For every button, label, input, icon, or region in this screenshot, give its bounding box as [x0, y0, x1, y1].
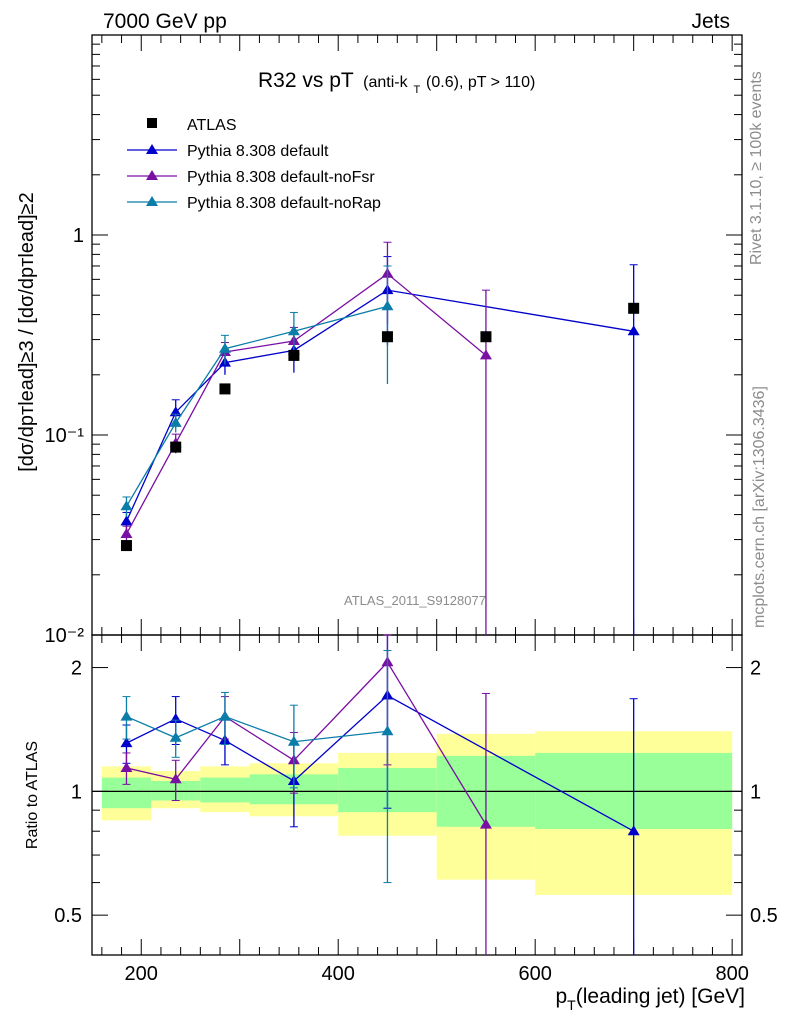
legend-marker-norap: [146, 196, 158, 206]
legend-marker-default: [146, 144, 158, 154]
xtick-label: 800: [715, 963, 748, 985]
legend-label-norap: Pythia 8.308 default-noRap: [187, 195, 381, 212]
atlas-point: [170, 441, 182, 453]
main-marker: [218, 342, 231, 353]
atlas-point: [381, 331, 393, 343]
header-left: 7000 GeV pp: [103, 10, 227, 33]
main-ylabel: [dσ/dpᴛlead]≥3 / [dσ/dpᴛlead]≥2: [16, 192, 38, 472]
legend: ATLAS Pythia 8.308 default Pythia 8.308 …: [127, 117, 381, 212]
main-marker: [120, 500, 133, 511]
ratio-ytick-label-left: 0.5: [54, 905, 82, 927]
site-label: mcplots.cern.ch [arXiv:1306.3436]: [751, 386, 768, 628]
ratio-ytick-label-right: 1: [750, 781, 761, 803]
atlas-point: [480, 331, 492, 343]
main-marker: [287, 325, 300, 336]
plot-title-sub-sub: T: [413, 84, 420, 96]
main-marker: [381, 300, 394, 311]
main-line-2: [125, 305, 388, 507]
xtick-label: 600: [518, 963, 551, 985]
analysis-label: ATLAS_2011_S9128077: [344, 593, 486, 608]
plot-title-main: R32 vs pT: [258, 69, 354, 92]
ratio-line-1: [126, 661, 487, 825]
main-ytick-label: 10⁻¹: [45, 425, 85, 447]
main-line-0: [125, 289, 634, 522]
legend-label-nofsr: Pythia 8.308 default-noFsr: [187, 169, 375, 186]
atlas-point: [120, 540, 132, 552]
main-ytick-label: 10⁻²: [45, 625, 85, 647]
ratio-marker: [120, 761, 133, 772]
main-marker: [120, 527, 133, 538]
ratio-marker: [169, 731, 182, 742]
legend-label-default: Pythia 8.308 default: [187, 143, 329, 160]
xtick-label: 400: [322, 963, 355, 985]
x-axis-label-p: p: [555, 985, 567, 1008]
ratio-ytick-label-left: 2: [71, 658, 82, 680]
header-right: Jets: [691, 10, 730, 33]
ratio-line-0: [126, 694, 634, 832]
main-marker: [627, 325, 640, 336]
ratio-marker: [627, 825, 640, 836]
legend-marker-nofsr: [146, 170, 158, 180]
ratio-marker: [287, 735, 300, 746]
xtick-label: 200: [125, 963, 158, 985]
legend-marker-atlas: [147, 118, 157, 128]
ratio-ytick-label-right: 0.5: [750, 905, 778, 927]
series-group: [120, 241, 640, 955]
ratio-marker: [120, 710, 133, 721]
ratio-marker: [120, 737, 133, 748]
plot-title-sub-a: (anti-k: [363, 74, 408, 91]
rivet-label: Rivet 3.1.10, ≥ 100k events: [748, 71, 765, 265]
plot-title-sub-b: (0.6), pT > 110): [426, 74, 535, 91]
ratio-uncertainty-bands: [101, 731, 733, 895]
main-marker: [479, 349, 492, 360]
ratio-ytick-label-right: 2: [750, 658, 761, 680]
plot-title: R32 vs pT (anti-k T (0.6), pT > 110): [258, 69, 535, 98]
atlas-point: [219, 383, 231, 395]
x-axis-label: pT(leading jet) [GeV]: [555, 985, 745, 1013]
ratio-ylabel: Ratio to ATLAS: [24, 741, 41, 849]
main-line-1: [125, 272, 487, 535]
ratio-marker: [381, 725, 394, 736]
main-ytick-label: 1: [73, 225, 84, 247]
ratio-ytick-label-left: 1: [71, 781, 82, 803]
ratio-line-2: [126, 715, 388, 743]
band-green-2: [200, 777, 250, 803]
x-axis-label-sub: T: [567, 997, 576, 1013]
ratio-marker: [479, 818, 492, 829]
main-marker: [169, 406, 182, 417]
atlas-point: [628, 302, 640, 314]
x-axis-label-rest: (leading jet) [GeV]: [576, 985, 745, 1008]
atlas-point: [288, 349, 300, 361]
legend-label-atlas: ATLAS: [187, 117, 237, 134]
ratio-marker: [218, 710, 231, 721]
axes-group: 10⁻² 10⁻¹ 1 0.5 0.5 1 1 2 2 200 400 600 800: [45, 34, 778, 985]
ratio-marker: [169, 773, 182, 784]
main-marker: [169, 416, 182, 427]
main-marker: [120, 515, 133, 526]
